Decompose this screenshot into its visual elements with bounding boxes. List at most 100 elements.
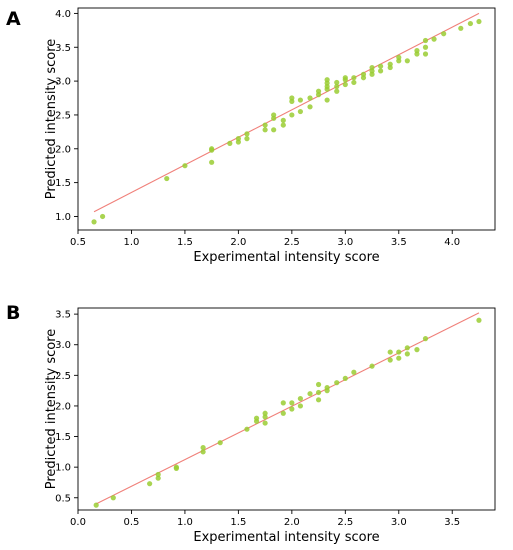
- data-point-b: [173, 464, 179, 470]
- data-point-b: [200, 449, 206, 455]
- y-tick-label-b: 3.5: [55, 310, 71, 321]
- y-tick-label-b: 2.5: [55, 371, 71, 382]
- data-point-a: [307, 95, 313, 101]
- x-tick-label-b: 3.5: [444, 517, 460, 528]
- data-point-b: [262, 410, 268, 416]
- data-point-a: [271, 112, 277, 118]
- data-point-a: [476, 18, 482, 25]
- data-point-a: [99, 213, 106, 220]
- data-point-b: [155, 475, 161, 481]
- x-tick-label-a: 1.0: [124, 237, 140, 248]
- data-point-b: [404, 351, 410, 357]
- x-axis-label-b: Experimental intensity score: [193, 530, 379, 545]
- data-point-b: [396, 355, 402, 361]
- data-point-b: [297, 403, 303, 409]
- x-tick-label-a: 4.0: [444, 237, 460, 248]
- y-tick-label-a: 2.5: [55, 110, 71, 121]
- data-point-a: [262, 127, 268, 133]
- data-point-b: [476, 317, 482, 323]
- data-point-b: [324, 384, 330, 391]
- data-point-b: [414, 347, 420, 353]
- y-tick-label-b: 1.5: [55, 432, 71, 443]
- data-point-b: [404, 345, 410, 351]
- data-point-a: [396, 54, 402, 61]
- x-tick-label-b: 2.0: [284, 517, 300, 528]
- data-point-a: [387, 61, 393, 67]
- data-point-a: [315, 88, 322, 94]
- x-tick-label-a: 3.0: [337, 237, 353, 248]
- data-point-a: [334, 88, 340, 94]
- x-axis-label-a: Experimental intensity score: [193, 250, 379, 265]
- x-tick-label-a: 3.5: [391, 237, 407, 248]
- data-point-a: [307, 104, 313, 110]
- fit-line-a: [93, 12, 480, 213]
- data-point-a: [297, 108, 303, 115]
- data-point-b: [262, 420, 268, 426]
- data-point-a: [262, 122, 268, 128]
- data-point-a: [289, 95, 295, 101]
- data-point-a: [422, 51, 429, 57]
- panel-label-a: A: [6, 8, 21, 30]
- y-tick-label-b: 1.0: [55, 463, 71, 474]
- data-point-a: [377, 68, 384, 74]
- data-point-a: [334, 79, 340, 86]
- panel-label-b: B: [6, 302, 21, 324]
- y-tick-label-b: 0.5: [55, 493, 71, 504]
- data-point-a: [227, 140, 233, 146]
- data-point-a: [369, 64, 375, 71]
- data-point-a: [235, 136, 241, 142]
- data-point-b: [262, 414, 268, 420]
- y-tick-label-a: 3.5: [55, 43, 71, 54]
- data-point-a: [244, 136, 250, 142]
- y-tick-label-a: 4.0: [55, 9, 71, 20]
- plot-frame-a: [77, 7, 496, 231]
- data-point-a: [209, 146, 215, 152]
- data-point-b: [217, 440, 223, 446]
- data-point-a: [458, 25, 464, 31]
- y-tick-label-a: 3.0: [55, 77, 71, 88]
- data-point-a: [324, 97, 330, 103]
- x-tick-label-b: 0.5: [124, 517, 140, 528]
- x-tick-label-a: 2.5: [284, 237, 300, 248]
- x-tick-label-b: 2.5: [337, 517, 353, 528]
- data-point-b: [147, 481, 153, 487]
- data-point-b: [280, 400, 286, 406]
- data-point-a: [422, 37, 429, 44]
- data-point-a: [377, 63, 384, 69]
- x-tick-label-b: 3.0: [391, 517, 407, 528]
- data-point-a: [91, 219, 97, 225]
- data-point-a: [414, 48, 420, 54]
- data-point-b: [396, 349, 402, 355]
- data-point-a: [297, 97, 303, 103]
- plot-frame-b: [77, 307, 496, 511]
- data-point-b: [280, 410, 286, 416]
- data-point-b: [253, 415, 260, 421]
- data-point-a: [404, 58, 410, 64]
- data-point-b: [289, 400, 295, 406]
- data-point-b: [422, 336, 429, 342]
- data-point-b: [334, 380, 340, 386]
- data-point-a: [164, 175, 170, 182]
- data-point-a: [334, 83, 340, 90]
- data-point-a: [280, 122, 286, 128]
- y-tick-label-b: 2.0: [55, 401, 71, 412]
- x-tick-label-b: 1.0: [177, 517, 193, 528]
- x-tick-label-a: 1.5: [177, 237, 193, 248]
- data-point-b: [351, 369, 357, 375]
- data-point-b: [297, 395, 303, 402]
- data-point-a: [182, 163, 188, 169]
- data-point-b: [342, 375, 348, 381]
- data-point-b: [307, 391, 313, 397]
- data-point-b: [110, 495, 116, 501]
- data-point-b: [244, 426, 250, 432]
- data-point-a: [342, 75, 348, 81]
- data-point-b: [387, 357, 393, 363]
- x-tick-label-b: 1.5: [230, 517, 246, 528]
- data-point-a: [360, 71, 367, 77]
- data-point-a: [431, 36, 437, 42]
- data-point-a: [342, 81, 348, 88]
- data-point-a: [289, 112, 295, 118]
- data-point-a: [271, 127, 277, 133]
- y-tick-label-a: 1.5: [55, 178, 71, 189]
